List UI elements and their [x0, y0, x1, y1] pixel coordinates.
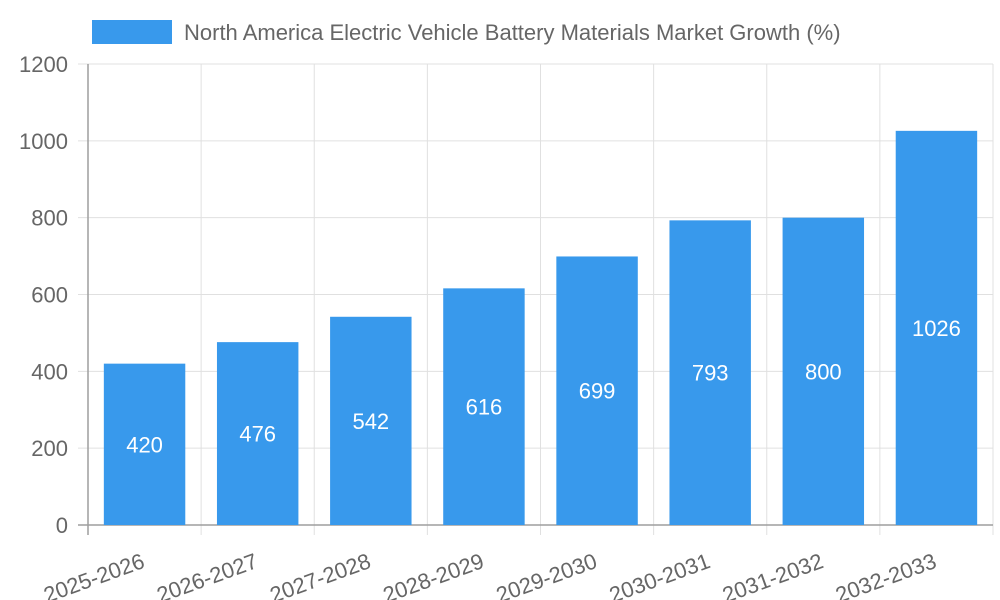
data-label: 793 [692, 361, 729, 386]
bar[interactable] [669, 220, 751, 525]
bar[interactable] [330, 316, 412, 525]
x-tick-label: 2029-2030 [493, 548, 600, 600]
legend-label[interactable]: North America Electric Vehicle Battery M… [184, 20, 841, 45]
bar[interactable] [895, 130, 978, 525]
legend[interactable]: North America Electric Vehicle Battery M… [92, 20, 841, 45]
data-label: 616 [466, 395, 503, 420]
data-label: 800 [805, 359, 842, 384]
data-label: 1026 [912, 316, 961, 341]
x-tick-label: 2030-2031 [606, 548, 713, 600]
data-label: 699 [579, 379, 616, 404]
x-tick-label: 2027-2028 [267, 548, 374, 600]
y-tick-label: 400 [31, 359, 68, 384]
y-tick-label: 600 [31, 283, 68, 308]
data-labels: 420 476 542 616 699 793 800 1026 [126, 316, 961, 457]
data-label: 476 [239, 422, 276, 447]
bar[interactable] [782, 217, 865, 525]
x-tick-label: 2026-2027 [153, 548, 260, 600]
legend-swatch[interactable] [92, 20, 172, 44]
x-tick-label: 2031-2032 [719, 548, 826, 600]
y-tick-label: 1200 [19, 52, 68, 77]
y-tick-label: 0 [56, 513, 68, 538]
x-tick-label: 2028-2029 [380, 548, 487, 600]
x-tick-label: 2025-2026 [40, 548, 147, 600]
y-tick-label: 200 [31, 436, 68, 461]
bar[interactable] [556, 256, 638, 525]
data-label: 542 [352, 409, 389, 434]
bar[interactable] [216, 342, 299, 525]
y-tick-label: 1000 [19, 129, 68, 154]
bar[interactable] [443, 288, 525, 525]
y-tick-label: 800 [31, 206, 68, 231]
x-tick-label: 2032-2033 [832, 548, 939, 600]
data-label: 420 [126, 432, 163, 457]
bars [103, 130, 978, 525]
bar[interactable] [103, 363, 186, 525]
